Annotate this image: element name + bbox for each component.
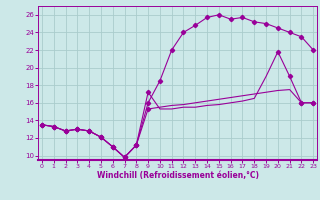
X-axis label: Windchill (Refroidissement éolien,°C): Windchill (Refroidissement éolien,°C) [97,171,259,180]
